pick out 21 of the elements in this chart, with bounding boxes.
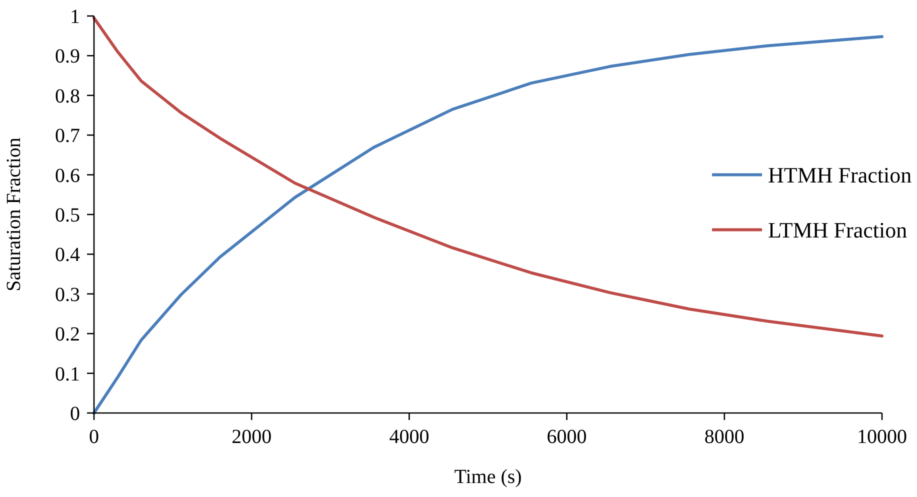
legend-label: HTMH Fraction (768, 162, 912, 188)
y-tick-label: 0.7 (55, 125, 80, 148)
y-tick-label: 0.9 (55, 46, 80, 68)
y-tick-label: 0.6 (55, 164, 80, 187)
x-tick-label: 0 (89, 426, 99, 448)
y-axis-title: Saturation Fraction (3, 138, 25, 292)
x-tick-label: 4000 (389, 426, 430, 448)
legend-label: LTMH Fraction (768, 218, 908, 242)
y-tick-label: 1 (70, 6, 80, 28)
y-tick-label: 0.8 (55, 85, 80, 108)
y-tick-label: 0.5 (55, 204, 80, 226)
y-tick-label: 0.2 (55, 324, 80, 346)
x-tick-label: 2000 (232, 426, 272, 448)
x-axis-title: Time (s) (454, 466, 522, 488)
x-tick-label: 6000 (546, 426, 587, 448)
y-tick-label: 0.4 (55, 244, 80, 266)
y-tick-label: 0.1 (55, 363, 80, 386)
y-tick-label: 0.3 (55, 284, 80, 306)
x-tick-label: 10000 (857, 426, 907, 448)
y-tick-label: 0 (70, 403, 80, 425)
x-tick-label: 8000 (704, 426, 744, 448)
